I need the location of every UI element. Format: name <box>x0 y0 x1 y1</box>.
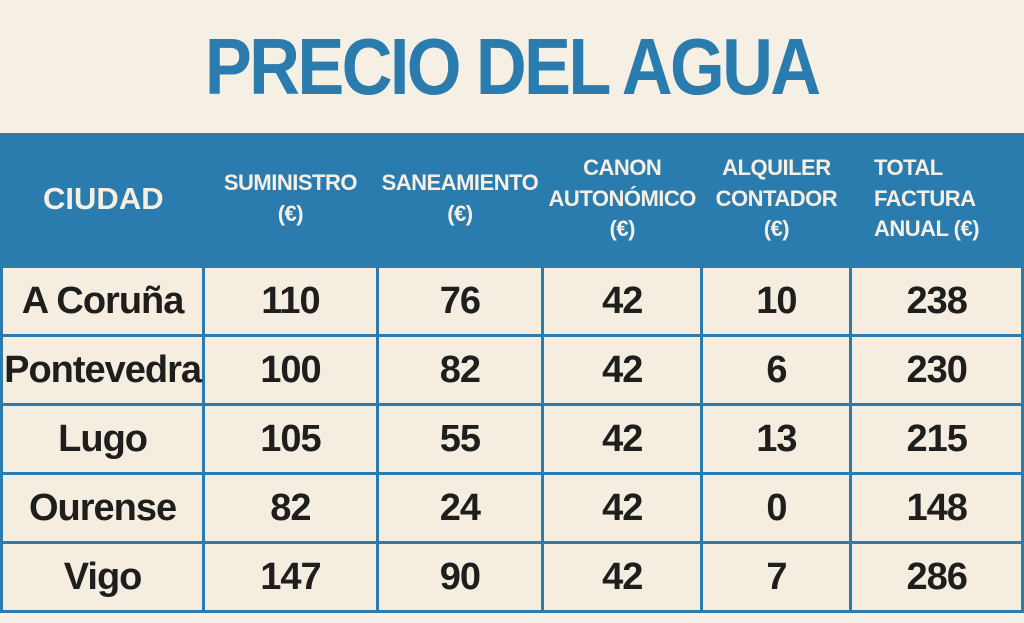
value-cell: 90 <box>375 541 545 613</box>
column-header-suministro: SUMINISTRO (€) <box>204 133 378 267</box>
city-cell: Lugo <box>0 403 206 475</box>
column-header-ciudad: CIUDAD <box>2 133 204 267</box>
header-label: AUTONÓMICO <box>548 185 697 211</box>
header-label: TOTAL <box>873 154 943 180</box>
header-row: CIUDAD SUMINISTRO (€) SANEAMIENTO (€) CA… <box>1 133 1023 267</box>
header-label: FACTURA <box>873 185 976 211</box>
page-title: PRECIO DEL AGUA <box>205 21 821 111</box>
header-label: CONTADOR <box>715 185 838 211</box>
header-label: CANON <box>583 154 662 180</box>
header-label: ANUAL (€) <box>873 216 980 242</box>
value-cell: 230 <box>849 334 1024 406</box>
value-cell: 42 <box>541 265 704 337</box>
table-row: Vigo 147 90 42 7 286 <box>0 541 1024 613</box>
table-body: A Coruña 110 76 42 10 238 Pontevedra 100… <box>0 265 1024 613</box>
column-header-total-factura-anual: TOTAL FACTURA ANUAL (€) <box>851 133 1023 267</box>
table-row: Pontevedra 100 82 42 6 230 <box>0 334 1024 406</box>
value-cell: 6 <box>700 334 853 406</box>
value-cell: 55 <box>375 403 545 475</box>
value-cell: 148 <box>849 472 1024 544</box>
table-header: CIUDAD SUMINISTRO (€) SANEAMIENTO (€) CA… <box>1 133 1023 267</box>
value-cell: 42 <box>541 334 704 406</box>
header-label: CIUDAD <box>43 181 164 217</box>
table-row: A Coruña 110 76 42 10 238 <box>0 265 1024 337</box>
value-cell: 42 <box>541 472 704 544</box>
title-area: PRECIO DEL AGUA <box>0 0 1024 133</box>
value-cell: 10 <box>700 265 853 337</box>
value-cell: 24 <box>375 472 545 544</box>
value-cell: 42 <box>541 541 704 613</box>
value-cell: 82 <box>375 334 545 406</box>
header-unit: (€) <box>763 216 790 242</box>
city-cell: A Coruña <box>0 265 206 337</box>
value-cell: 42 <box>541 403 704 475</box>
value-cell: 7 <box>700 541 853 613</box>
value-cell: 82 <box>202 472 379 544</box>
value-cell: 0 <box>700 472 853 544</box>
city-cell: Pontevedra <box>0 334 206 406</box>
column-header-alquiler-contador: ALQUILER CONTADOR (€) <box>702 133 851 267</box>
header-label: ALQUILER <box>722 154 831 180</box>
water-price-table: CIUDAD SUMINISTRO (€) SANEAMIENTO (€) CA… <box>0 133 1024 613</box>
header-unit: (€) <box>277 201 304 226</box>
city-cell: Vigo <box>0 541 206 613</box>
header-label: SUMINISTRO <box>223 170 358 196</box>
header-unit: (€) <box>447 201 473 226</box>
value-cell: 147 <box>202 541 379 613</box>
header-label: SANEAMIENTO <box>381 170 539 196</box>
table-row: Lugo 105 55 42 13 215 <box>0 403 1024 475</box>
city-cell: Ourense <box>0 472 206 544</box>
value-cell: 286 <box>849 541 1024 613</box>
value-cell: 100 <box>202 334 379 406</box>
value-cell: 110 <box>202 265 379 337</box>
table-row: Ourense 82 24 42 0 148 <box>0 472 1024 544</box>
header-unit: (€) <box>609 216 636 242</box>
value-cell: 105 <box>202 403 379 475</box>
value-cell: 238 <box>849 265 1024 337</box>
column-header-saneamiento: SANEAMIENTO (€) <box>377 133 542 267</box>
column-header-canon-autonomico: CANON AUTONÓMICO (€) <box>543 133 702 267</box>
value-cell: 76 <box>375 265 545 337</box>
value-cell: 13 <box>700 403 853 475</box>
value-cell: 215 <box>849 403 1024 475</box>
